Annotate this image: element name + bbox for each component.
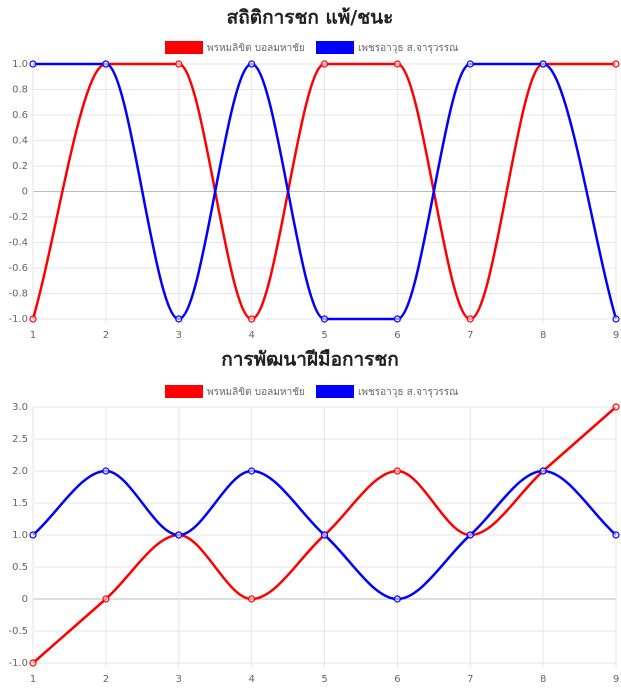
data-point (175, 315, 183, 323)
data-point (29, 315, 37, 323)
y-tick-label: -0.4 (8, 238, 28, 249)
data-point (29, 659, 37, 667)
x-tick-label: 5 (321, 674, 327, 685)
data-point (393, 467, 401, 475)
data-point (248, 315, 256, 323)
x-tick-label: 8 (540, 330, 546, 341)
data-point (393, 60, 401, 68)
series-line (32, 62, 618, 321)
data-point (539, 467, 547, 475)
y-tick-label: 2.0 (12, 466, 28, 477)
y-tick-label: -1.0 (8, 314, 28, 325)
legend-label: พรหมลิขิต บอลมหาชัย (207, 43, 305, 54)
legend-label: เพชรอาวุธ ส.จารุวรรณ (358, 387, 458, 398)
x-tick-label: 2 (103, 330, 109, 341)
data-point (29, 531, 37, 539)
data-point (466, 315, 474, 323)
x-tick-label: 3 (176, 674, 182, 685)
x-tick-label: 5 (321, 330, 327, 341)
x-tick-label: 2 (103, 674, 109, 685)
data-point (466, 60, 474, 68)
chart-title: สถิติการชก แพ้/ชนะ (227, 7, 394, 29)
x-tick-label: 8 (540, 674, 546, 685)
y-tick-label: 0 (22, 187, 28, 198)
data-point (539, 60, 547, 68)
x-tick-label: 1 (30, 330, 36, 341)
x-tick-label: 4 (248, 674, 254, 685)
y-tick-label: 0 (22, 594, 28, 605)
y-tick-label: -0.8 (8, 289, 28, 300)
data-point (612, 315, 620, 323)
data-point (175, 60, 183, 68)
legend-label: พรหมลิขิต บอลมหาชัย (207, 387, 305, 398)
data-point (102, 467, 110, 475)
y-tick-label: 0.5 (12, 562, 28, 573)
x-tick-label: 1 (30, 674, 36, 685)
data-point (175, 531, 183, 539)
legend-swatch (316, 41, 354, 54)
legend-swatch (316, 385, 354, 398)
x-tick-label: 7 (467, 674, 473, 685)
data-point (248, 595, 256, 603)
data-point (393, 315, 401, 323)
data-point (320, 315, 329, 323)
data-point (248, 60, 256, 68)
x-tick-label: 6 (394, 674, 400, 685)
data-point (612, 60, 620, 68)
y-tick-label: -0.5 (8, 626, 28, 637)
y-tick-label: 0.6 (12, 110, 28, 121)
data-point (612, 531, 620, 539)
legend-swatch (165, 385, 203, 398)
x-tick-label: 6 (394, 330, 400, 341)
data-point (320, 60, 329, 68)
x-tick-label: 9 (613, 674, 619, 685)
x-tick-label: 9 (613, 330, 619, 341)
y-tick-label: 2.5 (12, 434, 28, 445)
data-point (320, 531, 329, 539)
data-point (393, 595, 401, 603)
legend-swatch (165, 41, 203, 54)
data-point (29, 60, 37, 68)
legend-label: เพชรอาวุธ ส.จารุวรรณ (358, 43, 458, 54)
x-tick-label: 3 (176, 330, 182, 341)
data-point (612, 403, 620, 411)
y-tick-label: 1.0 (12, 530, 28, 541)
data-point (102, 595, 110, 603)
y-tick-label: 0.8 (12, 85, 28, 96)
chart-title: การพัฒนาฝีมือการชก (221, 349, 399, 371)
x-tick-label: 7 (467, 330, 473, 341)
series-line (31, 62, 616, 321)
y-tick-label: 1.0 (12, 59, 28, 70)
data-point (466, 531, 474, 539)
data-point (248, 467, 256, 475)
data-point (102, 60, 110, 68)
y-tick-label: -0.6 (8, 263, 28, 274)
y-tick-label: 0.4 (12, 136, 28, 147)
y-tick-label: -1.0 (8, 658, 28, 669)
y-tick-label: 1.5 (12, 498, 28, 509)
y-tick-label: 0.2 (12, 161, 28, 172)
x-tick-label: 4 (248, 330, 254, 341)
y-tick-label: 3.0 (12, 402, 28, 413)
y-tick-label: -0.2 (8, 212, 28, 223)
